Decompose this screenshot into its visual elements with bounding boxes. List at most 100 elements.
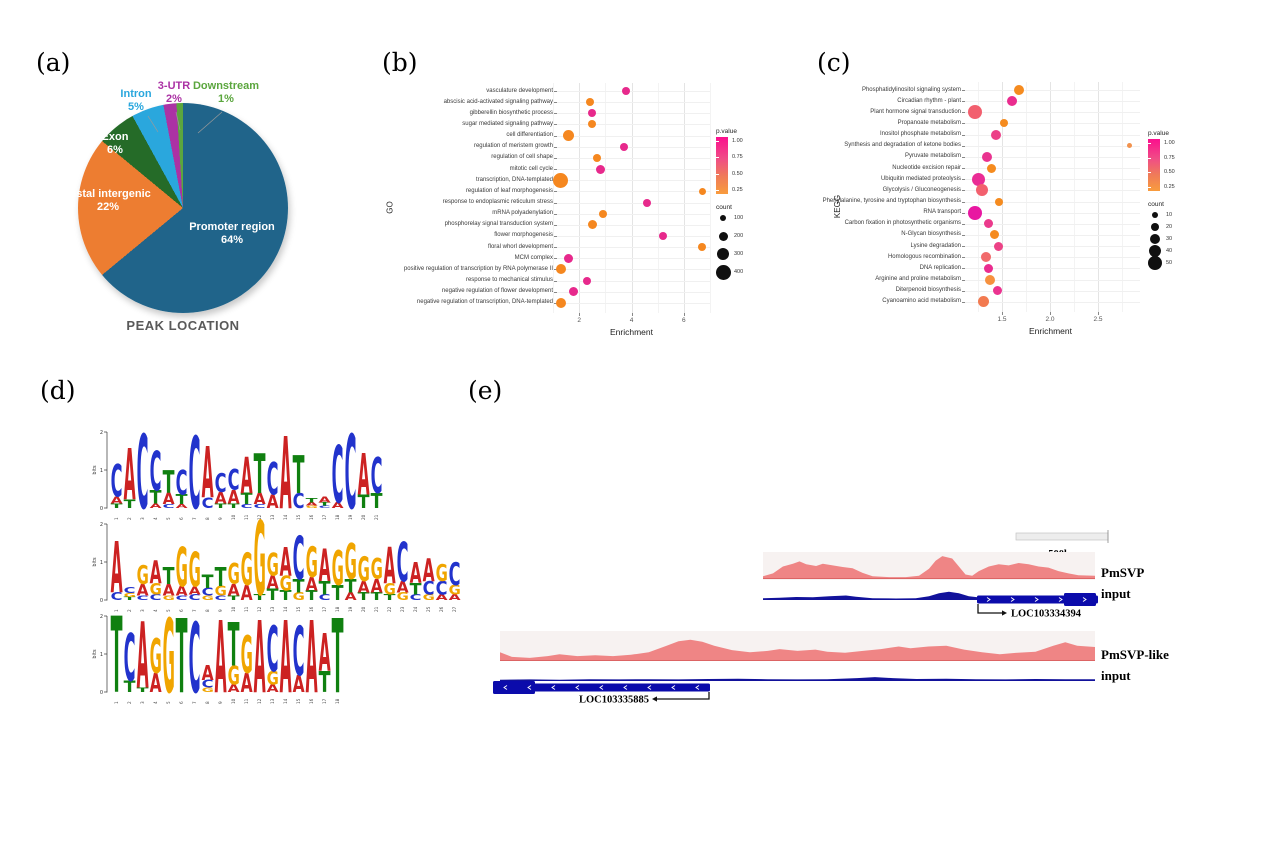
term-label: regulation of meristem growth bbox=[473, 143, 553, 150]
term-label: positive regulation of transcription by … bbox=[403, 265, 553, 272]
logo-letter: G bbox=[124, 592, 136, 598]
logo-letter: G bbox=[189, 545, 201, 599]
logo-position-number: 15 bbox=[296, 514, 301, 520]
term-label: Pyruvate metabolism bbox=[904, 153, 961, 160]
term-label: N-Glycan biosynthesis bbox=[901, 231, 961, 238]
logo-letter: T bbox=[163, 464, 175, 500]
panel-label-b: (b) bbox=[382, 48, 418, 77]
logo-letter: A bbox=[410, 558, 422, 590]
chip-track-label: PmSVP bbox=[1101, 565, 1144, 580]
logo-position-number: 14 bbox=[283, 606, 288, 612]
x-axis-label: Enrichment bbox=[610, 327, 653, 337]
logo-letter: A bbox=[215, 600, 227, 716]
legend-count-label: 10 bbox=[1166, 212, 1173, 218]
logo-letter: A bbox=[202, 432, 214, 513]
y-axis-tick bbox=[962, 179, 965, 181]
row-gridline bbox=[557, 302, 710, 304]
logo-letter: C bbox=[449, 556, 461, 592]
term-label: negative regulation of flower developmen… bbox=[441, 288, 553, 295]
logo-letter: G bbox=[241, 543, 253, 595]
logo-letter: A bbox=[228, 486, 240, 508]
logo-letter: T bbox=[176, 492, 188, 507]
logo-letter: G bbox=[228, 660, 240, 691]
enrichment-dot bbox=[593, 153, 602, 162]
logo-position-number: 11 bbox=[244, 606, 249, 612]
legend-count-dot bbox=[717, 248, 729, 260]
term-label: response to mechanical stimulus bbox=[465, 277, 553, 284]
logo-letter: C bbox=[111, 591, 123, 603]
gene-name-label: LOC103334394 bbox=[1011, 609, 1082, 620]
logo-letter: A bbox=[163, 490, 175, 508]
logo-letter: A bbox=[449, 593, 462, 602]
logo-letter: T bbox=[254, 442, 266, 507]
legend-count-title: count bbox=[716, 204, 732, 211]
x-axis-label: Enrichment bbox=[1029, 326, 1072, 336]
term-label: Synthesis and degradation of ketone bodi… bbox=[844, 142, 961, 149]
gridline bbox=[579, 83, 581, 313]
logo-letter: G bbox=[267, 668, 279, 689]
gridline bbox=[1050, 82, 1051, 312]
logo-letter: A bbox=[319, 496, 332, 505]
legend-count-dot bbox=[1148, 256, 1162, 270]
logo-position-number: 12 bbox=[257, 698, 262, 704]
track-group-1: LOC103334394 PmSVP input bbox=[763, 552, 1144, 620]
row-gridline bbox=[965, 212, 1140, 214]
legend-pvalue-tickmark bbox=[1148, 187, 1151, 188]
row-gridline bbox=[557, 258, 710, 260]
y-axis-tick bbox=[962, 279, 965, 281]
y-axis-label: GO bbox=[385, 200, 395, 214]
logo-letter: T bbox=[111, 503, 123, 510]
logo-position-number: 22 bbox=[387, 606, 392, 612]
logo-letter: G bbox=[280, 572, 292, 596]
x-axis-tick bbox=[1002, 312, 1003, 315]
logo-position-number: 9 bbox=[218, 609, 223, 612]
logo-position-number: 1 bbox=[114, 701, 119, 704]
logo-letter: G bbox=[293, 591, 305, 603]
legend-count-dot bbox=[1151, 223, 1159, 231]
enrichment-dot bbox=[588, 120, 597, 129]
y-axis-tick bbox=[962, 201, 965, 203]
row-gridline bbox=[965, 268, 1140, 270]
logo-letter: C bbox=[371, 447, 383, 505]
logo-position-number: 13 bbox=[270, 606, 275, 612]
logo-position-number: 7 bbox=[192, 609, 197, 612]
legend-pvalue-title: p.value bbox=[716, 128, 737, 135]
logo-position-number: 3 bbox=[140, 701, 145, 704]
logo-position-number: 4 bbox=[153, 517, 158, 520]
y-axis-tick bbox=[962, 223, 965, 225]
legend-pvalue-tick: 0.75 bbox=[1164, 154, 1175, 161]
gene-name-label: LOC103335885 bbox=[579, 695, 649, 706]
legend-pvalue-tick: 0.25 bbox=[1164, 184, 1175, 190]
logo-letter: C bbox=[332, 432, 344, 522]
genome-tracks-svg: 500bpLOC103334394PmSVPinputLOC103335885P… bbox=[493, 530, 1169, 706]
gene-strand-chevron bbox=[623, 685, 628, 690]
x-axis-tick-label: 2.5 bbox=[1093, 316, 1103, 323]
gene-strand-chevron bbox=[1034, 597, 1039, 602]
panel-label-c: (c) bbox=[817, 48, 851, 77]
term-label: sugar mediated signaling pathway bbox=[462, 120, 553, 127]
enrichment-dot bbox=[992, 286, 1002, 296]
logo-position-number: 10 bbox=[231, 698, 236, 704]
y-axis-label: KEGG bbox=[833, 194, 843, 218]
term-label: mitotic cell cycle bbox=[509, 165, 553, 172]
logo-letter: T bbox=[319, 502, 331, 507]
y-axis-tick bbox=[962, 145, 965, 147]
logo-letter: C bbox=[293, 490, 305, 513]
logo-letter: A bbox=[189, 586, 202, 598]
enrichment-dot bbox=[984, 263, 994, 273]
y-axis-tick bbox=[962, 168, 965, 170]
logo-letter: G bbox=[254, 502, 266, 620]
logo-position-number: 5 bbox=[166, 609, 171, 612]
logo-letter: C bbox=[124, 622, 136, 697]
logo-letter: G bbox=[306, 540, 318, 588]
x-axis-tick bbox=[631, 313, 633, 316]
logo-letter: T bbox=[254, 593, 267, 602]
logo-y-tick-label: 2 bbox=[100, 614, 103, 620]
logo-letter: C bbox=[345, 418, 357, 533]
x-axis-tick bbox=[1098, 312, 1099, 315]
legend-count-dot bbox=[720, 215, 726, 221]
row-gridline bbox=[965, 290, 1140, 292]
logo-letter: A bbox=[345, 591, 358, 603]
enrichment-dot bbox=[978, 296, 990, 308]
